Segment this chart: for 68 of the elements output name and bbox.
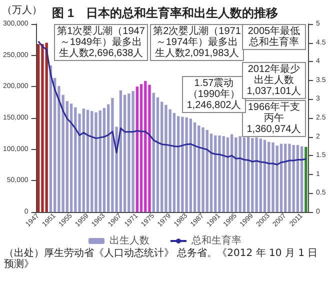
bar <box>234 137 238 212</box>
bar <box>198 126 200 212</box>
bar <box>90 111 94 212</box>
bar <box>86 110 90 212</box>
bar <box>222 136 225 212</box>
bar <box>251 138 254 212</box>
callout-box: 1966年干支丙午1,360,974人 <box>242 100 306 137</box>
bar <box>242 137 246 212</box>
bar <box>214 136 217 212</box>
bar <box>148 84 151 212</box>
bar <box>226 137 230 212</box>
bar <box>210 134 213 212</box>
bar <box>218 136 221 212</box>
text: （出处）厚生劳动省《人口动态统计》 总务省。《2012 年 10 月 1 日预测》 <box>4 248 319 270</box>
bar <box>284 144 287 212</box>
bar <box>181 116 184 212</box>
bar <box>132 91 134 212</box>
bar <box>98 110 102 212</box>
bar <box>144 81 147 212</box>
bar <box>45 42 48 212</box>
bar <box>193 122 196 212</box>
bar <box>82 108 85 212</box>
bar <box>246 136 250 212</box>
bar <box>123 94 126 212</box>
bar <box>176 116 180 212</box>
bar <box>136 86 138 212</box>
callout-box: 2005年最低总和生育率 <box>242 24 306 50</box>
bar <box>37 44 40 212</box>
callout-box: 第1次婴儿潮（1947～1949年）最多出生人数2,696,638人 <box>54 24 148 61</box>
bar <box>268 142 270 212</box>
bar <box>70 104 73 212</box>
chart-title: 图 1 日本的总和生育率和出生人数的推移 <box>52 6 278 20</box>
bar <box>74 107 77 212</box>
bar <box>189 118 192 212</box>
bar <box>41 44 44 212</box>
bar <box>102 108 106 212</box>
bar <box>238 136 242 212</box>
bar <box>185 117 188 212</box>
legend-label: 出生人数 <box>110 234 150 246</box>
bar <box>280 144 283 212</box>
bar <box>272 142 274 212</box>
bar <box>202 127 204 212</box>
bar <box>172 112 176 212</box>
bar <box>292 144 295 212</box>
bar <box>300 146 304 212</box>
bar <box>111 98 114 212</box>
bar <box>152 92 155 212</box>
bar <box>94 112 98 212</box>
bar <box>168 109 172 212</box>
bar <box>255 137 258 212</box>
bar <box>230 134 234 212</box>
bar <box>263 140 266 212</box>
bar <box>259 138 262 212</box>
callout-box: 1.57震动（1990年）1,246,802人 <box>182 76 246 113</box>
callout-box: 2012年最少出生人数1,037,101人 <box>242 62 306 99</box>
bar <box>140 84 143 212</box>
bar <box>296 144 300 212</box>
bar <box>288 144 291 212</box>
bar <box>304 146 308 212</box>
callout-box: 第2次婴儿潮（1971～1974年）最多出生人数2,091,983人 <box>150 24 244 61</box>
y-axis-title: （万人） <box>2 4 42 17</box>
bar <box>160 102 164 212</box>
bar <box>156 97 160 212</box>
bar <box>206 130 208 212</box>
bar <box>164 104 168 212</box>
legend-label: 总和生育率 <box>190 234 242 246</box>
bar <box>128 94 130 212</box>
bar <box>276 146 278 212</box>
